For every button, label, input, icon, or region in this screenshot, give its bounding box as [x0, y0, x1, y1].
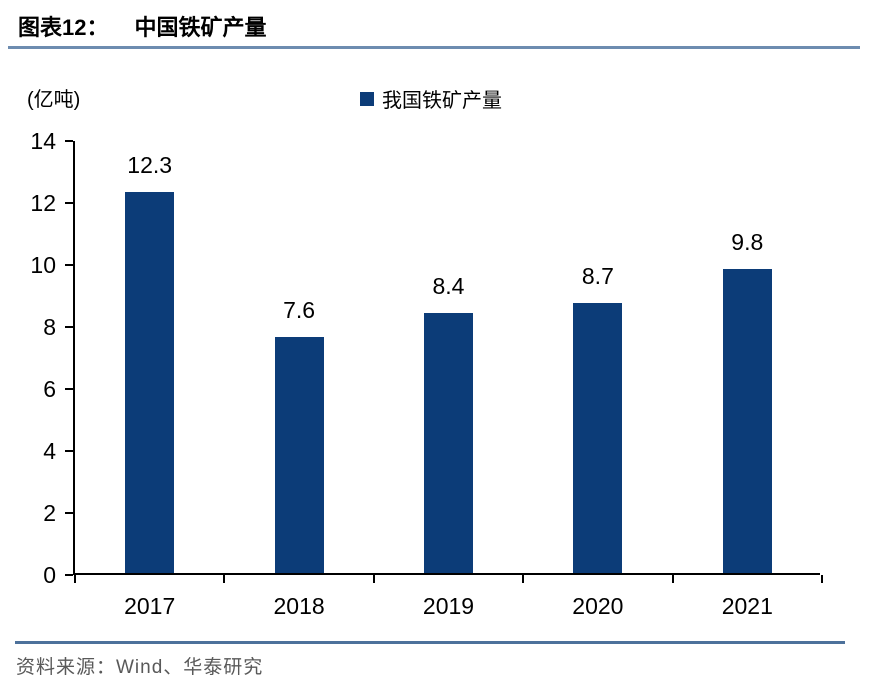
title-divider [8, 46, 860, 49]
y-axis-tick [65, 388, 73, 390]
x-axis-category-label: 2020 [572, 593, 624, 619]
y-axis-tick-label: 10 [30, 252, 56, 278]
x-axis-category-label: 2017 [124, 593, 176, 619]
x-axis-tick [522, 575, 525, 583]
y-axis-tick [65, 450, 73, 452]
legend-square-icon [360, 91, 374, 106]
legend-label: 我国铁矿产量 [382, 90, 502, 112]
bar-value-label: 8.4 [432, 272, 465, 299]
x-axis-tick [223, 575, 226, 583]
y-axis-tick [65, 512, 73, 514]
y-axis-tick-label: 0 [43, 562, 56, 588]
x-axis-tick [372, 575, 375, 583]
figure-number-label: 图表12： [18, 15, 109, 40]
y-axis-tick-label: 12 [30, 190, 56, 216]
y-axis-unit-label: (亿吨) [27, 89, 81, 111]
y-axis-tick-label: 8 [43, 314, 56, 340]
footer-divider [15, 641, 845, 644]
x-axis-category-label: 2021 [721, 593, 773, 619]
bar-2021 [722, 269, 772, 573]
x-axis-category-label: 2019 [422, 593, 475, 619]
bar-value-label: 9.8 [731, 229, 764, 256]
y-axis-tick [65, 140, 73, 142]
x-axis-tick [74, 575, 76, 583]
bar-2018 [274, 337, 324, 573]
chart-legend: 我国铁矿产量 [360, 84, 502, 113]
bar-value-label: 8.7 [581, 263, 614, 290]
figure-title: 中国铁矿产量 [134, 15, 267, 40]
y-axis-tick-label: 2 [43, 500, 56, 526]
x-axis-tick [821, 575, 823, 583]
y-axis-tick [65, 202, 73, 204]
bar-chart-plot-area: 12.3 2017 7.6 2018 8.4 2019 8.7 2020 9.8 2021 [65, 140, 823, 619]
bar-2017 [125, 191, 175, 573]
figure-header: 图表12： 中国铁矿产量 [18, 10, 267, 42]
y-axis-tick-label: 14 [30, 128, 56, 154]
x-axis-category-label: 2018 [273, 593, 325, 619]
y-axis-tick-label: 4 [43, 438, 56, 464]
x-axis-tick [671, 575, 674, 583]
y-axis-tick [65, 264, 73, 266]
source-attribution: 资料来源：Wind、华泰研究 [16, 657, 264, 678]
y-axis-tick-label: 6 [43, 376, 56, 402]
bar-2019 [424, 312, 473, 573]
bar-value-label: 7.6 [283, 297, 316, 324]
y-axis-labels: 0 2 4 6 8 10 12 14 [0, 129, 56, 587]
y-axis-tick [65, 574, 73, 576]
y-axis-tick [65, 326, 73, 328]
bar-2020 [573, 303, 623, 573]
bar-value-label: 12.3 [127, 151, 173, 178]
